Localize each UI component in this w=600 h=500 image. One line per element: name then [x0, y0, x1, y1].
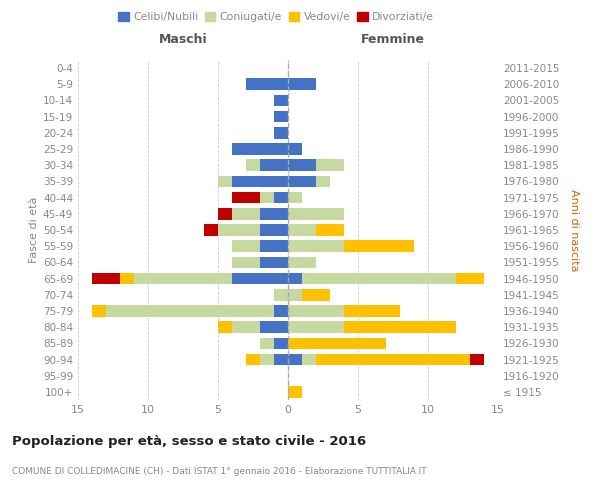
Bar: [288, 176, 316, 188]
Bar: [92, 272, 120, 284]
Legend: Celibi/Nubili, Coniugati/e, Vedovi/e, Divorziati/e: Celibi/Nubili, Coniugati/e, Vedovi/e, Di…: [113, 8, 439, 27]
Bar: [260, 338, 274, 349]
Bar: [120, 272, 134, 284]
Text: COMUNE DI COLLEDIMACINE (CH) - Dati ISTAT 1° gennaio 2016 - Elaborazione TUTTITA: COMUNE DI COLLEDIMACINE (CH) - Dati ISTA…: [12, 468, 427, 476]
Bar: [246, 160, 260, 171]
Bar: [232, 176, 288, 188]
Bar: [218, 224, 260, 236]
Bar: [288, 224, 316, 236]
Bar: [288, 208, 344, 220]
Bar: [288, 338, 386, 349]
Bar: [260, 256, 288, 268]
Bar: [218, 208, 232, 220]
Text: Maschi: Maschi: [158, 34, 208, 46]
Bar: [288, 240, 344, 252]
Bar: [92, 305, 106, 317]
Bar: [232, 192, 260, 203]
Bar: [344, 322, 456, 333]
Bar: [316, 176, 330, 188]
Bar: [246, 354, 260, 366]
Bar: [260, 160, 288, 171]
Bar: [218, 176, 232, 188]
Text: Popolazione per età, sesso e stato civile - 2016: Popolazione per età, sesso e stato civil…: [12, 435, 366, 448]
Bar: [274, 192, 288, 203]
Bar: [316, 160, 344, 171]
Bar: [316, 224, 344, 236]
Y-axis label: Anni di nascita: Anni di nascita: [569, 188, 579, 271]
Bar: [456, 272, 484, 284]
Bar: [316, 354, 470, 366]
Bar: [232, 322, 260, 333]
Bar: [260, 354, 274, 366]
Bar: [232, 256, 260, 268]
Bar: [260, 208, 288, 220]
Bar: [246, 78, 288, 90]
Bar: [260, 192, 274, 203]
Bar: [274, 111, 288, 122]
Bar: [260, 322, 288, 333]
Bar: [288, 322, 344, 333]
Bar: [232, 272, 288, 284]
Bar: [204, 224, 218, 236]
Bar: [288, 354, 302, 366]
Y-axis label: Fasce di età: Fasce di età: [29, 197, 39, 263]
Bar: [274, 289, 288, 300]
Bar: [260, 240, 288, 252]
Bar: [302, 272, 456, 284]
Bar: [288, 78, 316, 90]
Bar: [232, 240, 260, 252]
Bar: [344, 305, 400, 317]
Bar: [260, 224, 288, 236]
Bar: [274, 338, 288, 349]
Bar: [274, 354, 288, 366]
Bar: [232, 208, 260, 220]
Bar: [288, 192, 302, 203]
Bar: [344, 240, 414, 252]
Bar: [288, 143, 302, 155]
Bar: [288, 305, 344, 317]
Bar: [470, 354, 484, 366]
Bar: [106, 305, 274, 317]
Bar: [274, 94, 288, 106]
Bar: [288, 272, 302, 284]
Bar: [302, 354, 316, 366]
Bar: [218, 322, 232, 333]
Bar: [232, 143, 288, 155]
Bar: [134, 272, 232, 284]
Text: Femmine: Femmine: [361, 34, 425, 46]
Bar: [288, 160, 316, 171]
Bar: [288, 289, 302, 300]
Bar: [274, 127, 288, 138]
Bar: [288, 256, 316, 268]
Bar: [302, 289, 330, 300]
Bar: [274, 305, 288, 317]
Bar: [288, 386, 302, 398]
